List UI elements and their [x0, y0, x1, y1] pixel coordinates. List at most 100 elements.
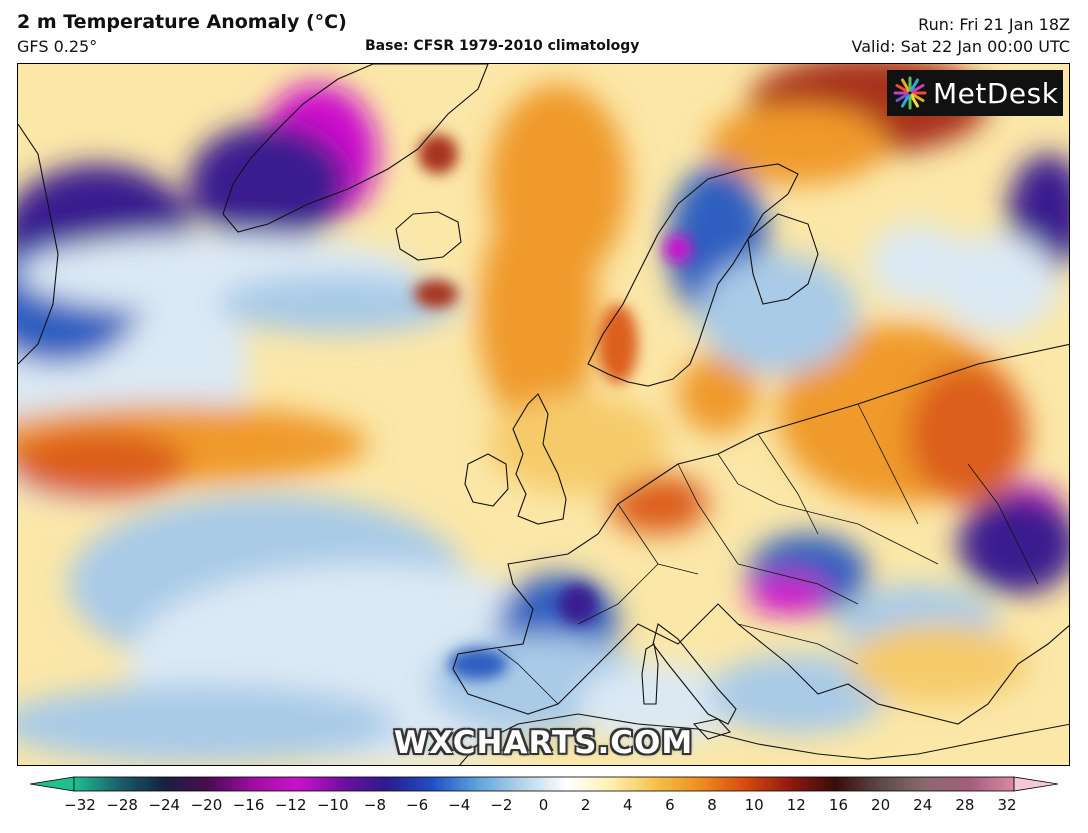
colorbar-segment — [566, 777, 612, 791]
north-africa-coast — [459, 713, 1069, 765]
anomaly-blob-orange — [478, 194, 598, 434]
chart-title: 2 m Temperature Anomaly (°C) — [17, 11, 347, 33]
colorbar-segment — [476, 777, 523, 791]
colorbar-tick-label: −16 — [232, 796, 265, 814]
anomaly-blob-light-blue — [18, 684, 398, 764]
colorbar-segment — [745, 777, 791, 791]
metdesk-logo: MetDesk — [887, 70, 1063, 116]
border-germany-west — [617, 503, 699, 575]
colorbar-tick-label: 28 — [955, 796, 975, 814]
anomaly-field — [18, 64, 1069, 765]
colorbar-segment — [521, 777, 567, 791]
border-france-east — [577, 563, 659, 625]
colorbar-segment — [611, 777, 657, 791]
colorbar-tick-label: 2 — [580, 796, 591, 814]
colorbar-segment — [879, 777, 925, 791]
colorbar-tick-label: −4 — [448, 796, 471, 814]
colorbar-segment — [432, 777, 478, 791]
great-britain-coast — [512, 393, 567, 525]
anomaly-spot-red-brown — [418, 134, 458, 174]
ireland-coast — [464, 453, 509, 507]
colorbar — [30, 776, 1058, 792]
colorbar-tick-label: 32 — [997, 796, 1017, 814]
colorbar-tick-label: −6 — [406, 796, 429, 814]
anomaly-blob-yellow — [848, 624, 1028, 704]
colorbar-tick-label: −28 — [106, 796, 138, 814]
colorbar-segment — [655, 777, 702, 791]
anomaly-blob-yellow — [488, 394, 668, 494]
border-ukraine — [817, 513, 939, 565]
anomaly-blob-deep-orange — [908, 364, 1028, 504]
anomaly-blob-orange — [708, 104, 888, 184]
colorbar-tick-labels: −32 −28 −24 −20 −16 −12 −10 −8 −6 −4 −2 0 2 4 6 8 10 12 16… — [0, 796, 1088, 820]
anomaly-spots — [414, 134, 692, 680]
model-label: GFS 0.25° — [17, 37, 98, 56]
anomaly-blob-light-blue — [708, 654, 888, 734]
anomaly-blob-pale-blue — [938, 234, 1058, 334]
iceland-coast — [395, 211, 462, 261]
anomaly-blob-light-blue — [218, 274, 458, 334]
metdesk-logo-text: MetDesk — [933, 76, 1059, 110]
sicily-coast — [692, 718, 731, 740]
colorbar-right-tip — [1013, 776, 1058, 792]
country-borders — [497, 403, 1039, 705]
colorbar-segment — [74, 777, 120, 791]
anomaly-blobs — [18, 64, 1069, 764]
colorbar-segment — [924, 777, 970, 791]
anomaly-blob-deep-orange — [18, 429, 188, 499]
canada-coast — [18, 123, 59, 365]
colorbar-tick-label: −12 — [274, 796, 307, 814]
climatology-base-label: Base: CFSR 1979-2010 climatology — [365, 38, 640, 54]
border-poland — [717, 453, 819, 515]
colorbar-tick-label: −32 — [64, 796, 96, 814]
sardinia-corsica-coast — [641, 643, 659, 705]
colorbar-tick-label: −20 — [190, 796, 223, 814]
colorbar-segment — [790, 777, 836, 791]
colorbar-tick-label: −10 — [316, 796, 349, 814]
finland-coast — [747, 213, 819, 305]
border-balkans — [737, 623, 859, 665]
scandinavia-coast — [587, 163, 799, 387]
anomaly-spot-magenta — [664, 235, 692, 263]
colorbar-segment — [834, 777, 881, 791]
colorbar-tick-label: −8 — [363, 796, 387, 814]
anomaly-spot-deep-purple — [558, 584, 598, 624]
valid-time-label: Valid: Sat 22 Jan 00:00 UTC — [851, 37, 1070, 56]
anomaly-blob-pale-blue — [868, 224, 968, 304]
metdesk-starburst-icon — [893, 76, 927, 110]
anomaly-blob-magenta — [748, 574, 828, 614]
colorbar-tick-label: 20 — [871, 796, 891, 814]
italy-coast — [652, 623, 737, 725]
colorbar-tick-label: 4 — [622, 796, 633, 814]
colorbar-left-tip — [30, 776, 75, 792]
anomaly-spot-deep-orange — [598, 304, 638, 384]
colorbar-segment — [253, 777, 299, 791]
colorbar-tick-label: 8 — [707, 796, 717, 814]
anomaly-blob-deep-purple — [958, 494, 1069, 594]
anomaly-spot-blue — [448, 648, 508, 680]
border-belarus — [757, 433, 819, 535]
europe-mainland-coast — [452, 343, 1069, 725]
anomaly-blob-deep-purple — [188, 124, 348, 244]
anomaly-blob-light-blue — [698, 254, 858, 374]
run-time-label: Run: Fri 21 Jan 18Z — [918, 15, 1070, 34]
border-germany-east — [677, 463, 739, 565]
greenland-coast — [222, 64, 489, 233]
border-spain-portugal — [497, 648, 559, 705]
border-russia-south — [967, 463, 1039, 585]
anomaly-spot-red-brown — [414, 280, 458, 308]
anomaly-blob-deep-orange — [608, 474, 708, 534]
wxcharts-watermark: WXCHARTS.COM — [393, 725, 694, 761]
colorbar-tick-label: 0 — [538, 796, 549, 814]
anomaly-blob-pale-blue — [578, 664, 738, 744]
anomaly-blob-orange — [678, 354, 758, 434]
colorbar-segment — [700, 777, 746, 791]
colorbar-tick-label: 10 — [744, 796, 764, 814]
colorbar-segment — [297, 777, 344, 791]
colorbar-segment — [387, 777, 433, 791]
temperature-anomaly-map: MetDesk WXCHARTS.COM — [17, 63, 1070, 766]
colorbar-tick-label: 24 — [913, 796, 933, 814]
colorbar-tick-label: 16 — [828, 796, 848, 814]
colorbar-segment — [118, 777, 165, 791]
colorbar-segment — [342, 777, 388, 791]
